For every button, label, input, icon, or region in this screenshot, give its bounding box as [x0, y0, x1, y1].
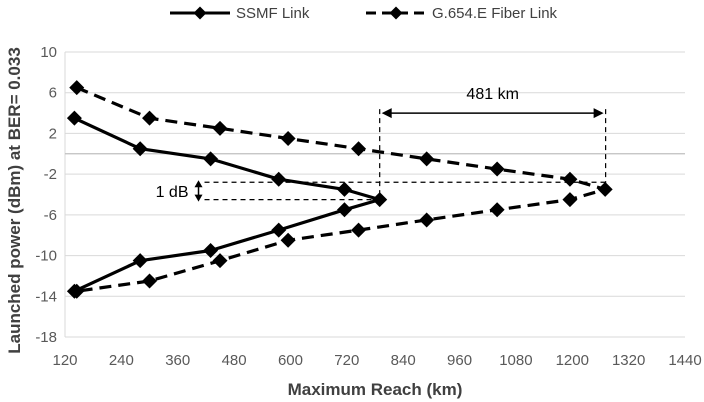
data-point [336, 181, 352, 197]
arrowhead-left [381, 108, 392, 119]
y-tick-label: -14 [35, 288, 57, 305]
arrowhead-right [593, 108, 604, 119]
y-tick-label: 10 [40, 44, 57, 61]
data-point [351, 222, 367, 238]
data-point [280, 131, 296, 147]
x-tick-label: 480 [222, 352, 247, 369]
data-point [203, 151, 219, 167]
series-line [73, 116, 382, 293]
y-tick-label: -10 [35, 248, 57, 265]
legend-marker-g654e [389, 6, 403, 20]
data-point [271, 222, 287, 238]
x-tick-label: 1200 [556, 352, 589, 369]
data-point [69, 283, 85, 299]
data-point [132, 141, 148, 157]
data-point [351, 141, 367, 157]
x-tick-label: 120 [52, 352, 77, 369]
data-point [562, 192, 578, 208]
y-tick-label: 6 [49, 85, 57, 102]
series-ssmf [66, 110, 388, 299]
data-point [336, 202, 352, 218]
data-point [142, 273, 158, 289]
data-point [142, 110, 158, 126]
x-tick-labels: 120 240 360 480 600 720 840 960 1080 1200 1320 1440 [52, 352, 701, 369]
x-tick-label: 1080 [499, 352, 532, 369]
legend-label-g654e: G.654.E Fiber Link [432, 5, 558, 22]
data-point [69, 80, 85, 96]
data-point [597, 181, 613, 197]
y-tick-labels: 10 6 2 -2 -6 -10 -14 -18 [35, 44, 57, 346]
legend: SSMF Link G.654.E Fiber Link [170, 5, 558, 22]
data-point [372, 192, 388, 208]
y-tick-label: -2 [44, 166, 57, 183]
arrowhead-down [194, 194, 203, 202]
arrowhead-up [194, 180, 203, 188]
series-layer [66, 80, 613, 299]
data-point [203, 242, 219, 258]
y-axis-title: Launched power (dBm) at BER= 0.033 [5, 47, 24, 354]
y-tick-label: 2 [49, 125, 57, 142]
data-point [489, 202, 505, 218]
legend-marker-ssmf [193, 6, 207, 20]
series-g654e [69, 80, 613, 299]
data-point [66, 110, 82, 126]
x-tick-label: 720 [334, 352, 359, 369]
data-point [212, 120, 228, 136]
data-point [271, 171, 287, 187]
x-tick-label: 840 [391, 352, 416, 369]
x-tick-label: 240 [109, 352, 134, 369]
data-point [489, 161, 505, 177]
data-point [132, 253, 148, 269]
x-tick-label: 1320 [612, 352, 645, 369]
x-axis-title: Maximum Reach (km) [288, 380, 463, 399]
y-tick-label: -6 [44, 207, 57, 224]
y-tick-label: -18 [35, 329, 57, 346]
data-point [562, 171, 578, 187]
data-point [419, 151, 435, 167]
x-tick-label: 360 [165, 352, 190, 369]
legend-label-ssmf: SSMF Link [236, 5, 310, 22]
x-tick-label: 1440 [668, 352, 701, 369]
annotation-1db: 1 dB [156, 184, 189, 201]
x-tick-label: 960 [447, 352, 472, 369]
data-point [280, 232, 296, 248]
data-point [419, 212, 435, 228]
annotation-481km: 481 km [466, 86, 518, 103]
annotation-guides [194, 108, 607, 202]
x-tick-label: 600 [278, 352, 303, 369]
data-point [212, 253, 228, 269]
